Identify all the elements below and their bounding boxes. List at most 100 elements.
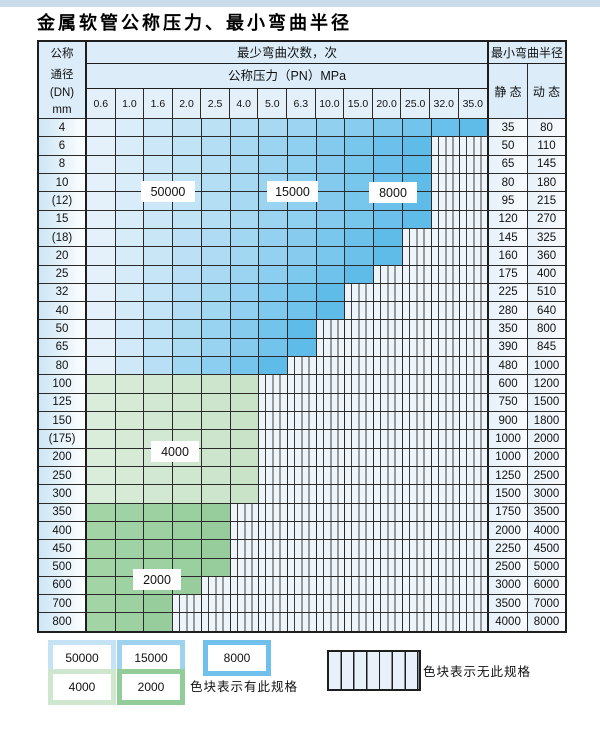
no-spec-cell xyxy=(460,302,490,320)
dynamic-radius-value: 7000 xyxy=(528,595,565,613)
dn-cell: 400 xyxy=(39,521,87,540)
spec-cell xyxy=(259,155,289,173)
spec-cell xyxy=(87,320,116,338)
no-spec-cell xyxy=(288,357,317,375)
spec-cell xyxy=(144,338,174,357)
no-spec-cell xyxy=(288,412,317,430)
no-spec-cell xyxy=(201,613,231,631)
spec-cell xyxy=(230,412,260,430)
spec-cell xyxy=(201,540,231,558)
page-title: 金属软管公称压力、最小弯曲半径 xyxy=(37,13,352,33)
pressure-bend-radius-table: 公称 通径 (DN) mm 最少弯曲次数，次 公称压力（PN）MPa 0.6 1.… xyxy=(37,40,567,633)
static-radius-value: 95 xyxy=(489,192,529,210)
dynamic-radius-value: 80 xyxy=(528,119,565,137)
spec-cell xyxy=(316,137,346,155)
no-spec-cell xyxy=(460,613,490,631)
dn-cell: 50 xyxy=(39,320,87,338)
spec-cell xyxy=(173,155,202,173)
table-row: 80 480 1000 xyxy=(39,356,565,375)
no-spec-cell xyxy=(431,247,461,265)
spec-cell xyxy=(173,228,202,247)
static-radius-value: 350 xyxy=(489,320,529,338)
no-spec-cell xyxy=(431,228,461,247)
spec-cell xyxy=(115,393,145,411)
static-radius-value: 1000 xyxy=(489,448,529,466)
pressure-column-header: 6.3 xyxy=(287,89,316,118)
table-row: 20 160 360 xyxy=(39,246,565,265)
spec-cell xyxy=(144,540,174,558)
static-radius-value: 3000 xyxy=(489,576,529,595)
no-spec-cell xyxy=(288,503,317,521)
no-spec-cell xyxy=(431,595,461,613)
spec-cell xyxy=(230,210,260,228)
no-spec-cell xyxy=(288,466,317,485)
no-spec-cell xyxy=(288,485,317,503)
no-spec-cell xyxy=(345,393,375,411)
no-spec-cell xyxy=(460,485,490,503)
radius-header-group: 最小弯曲半径 静 态 动 态 xyxy=(489,42,565,118)
legend-swatch-4000: 4000 xyxy=(48,669,116,705)
spec-cell xyxy=(201,119,231,137)
pressure-column-header: 1.0 xyxy=(115,89,145,118)
no-spec-cell xyxy=(288,430,317,448)
spec-cell xyxy=(144,265,174,283)
dynamic-radius-value: 5000 xyxy=(528,558,565,576)
pressure-column-header: 4.0 xyxy=(229,89,259,118)
spec-cell xyxy=(87,412,116,430)
spec-cell xyxy=(173,503,202,521)
no-spec-cell xyxy=(230,503,260,521)
no-spec-cell xyxy=(402,265,432,283)
spec-cell xyxy=(345,228,375,247)
no-spec-cell xyxy=(431,576,461,595)
no-spec-cell xyxy=(460,540,490,558)
no-spec-cell xyxy=(288,521,317,540)
spec-cell xyxy=(87,448,116,466)
dynamic-header: 动 态 xyxy=(532,84,561,99)
no-spec-cell xyxy=(259,540,289,558)
dynamic-radius-value: 1000 xyxy=(528,357,565,375)
no-spec-cell xyxy=(460,247,490,265)
spec-cell xyxy=(345,210,375,228)
no-spec-cell xyxy=(402,485,432,503)
no-spec-cell xyxy=(259,521,289,540)
no-spec-cell xyxy=(230,540,260,558)
spec-cell xyxy=(259,210,289,228)
spec-cell xyxy=(173,265,202,283)
table-row: (18) 145 325 xyxy=(39,227,565,247)
spec-cell xyxy=(173,521,202,540)
no-spec-cell xyxy=(374,357,403,375)
dynamic-radius-value: 325 xyxy=(528,228,565,247)
spec-cell xyxy=(230,137,260,155)
spec-cell xyxy=(115,283,145,302)
spec-cell xyxy=(87,265,116,283)
spec-cell xyxy=(115,503,145,521)
dn-header-line: 公称 xyxy=(50,48,74,60)
spec-cell xyxy=(201,192,231,210)
no-spec-cell xyxy=(374,558,403,576)
pressure-column-header: 10.0 xyxy=(315,89,345,118)
dn-cell: 250 xyxy=(39,466,87,485)
static-radius-value: 175 xyxy=(489,265,529,283)
spec-cell xyxy=(144,412,174,430)
dn-cell: 700 xyxy=(39,595,87,613)
no-spec-cell xyxy=(259,393,289,411)
spec-cell xyxy=(316,192,346,210)
spec-cell xyxy=(144,210,174,228)
no-spec-cell xyxy=(316,466,346,485)
no-spec-cell xyxy=(230,558,260,576)
no-spec-cell xyxy=(431,320,461,338)
table-row: 600 3000 6000 xyxy=(39,575,565,595)
no-spec-cell xyxy=(345,558,375,576)
spec-cell xyxy=(230,338,260,357)
table-row: 350 1750 3500 xyxy=(39,502,565,521)
dynamic-radius-value: 360 xyxy=(528,247,565,265)
static-radius-value: 80 xyxy=(489,173,529,192)
spec-cell xyxy=(316,265,346,283)
no-spec-cell xyxy=(259,595,289,613)
spec-cell xyxy=(316,173,346,192)
no-spec-cell xyxy=(460,393,490,411)
spec-cell xyxy=(316,155,346,173)
spec-cell xyxy=(144,302,174,320)
no-spec-cell xyxy=(230,613,260,631)
dn-cell: (175) xyxy=(39,430,87,448)
